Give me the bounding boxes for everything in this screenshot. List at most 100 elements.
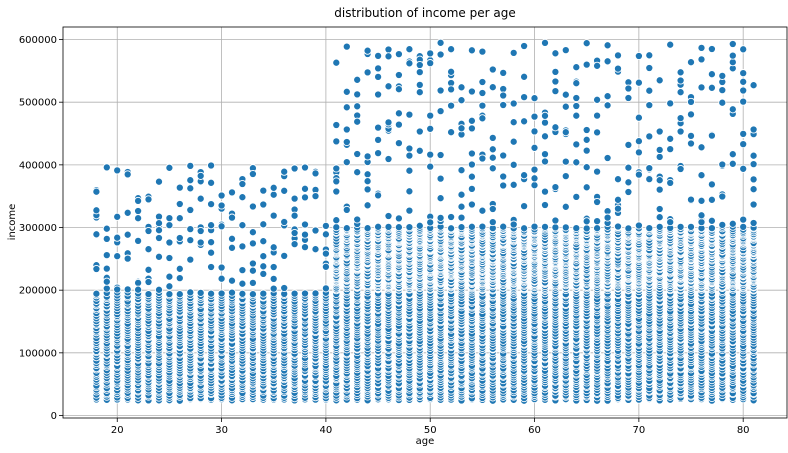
- data-point: [384, 154, 393, 164]
- data-point: [238, 289, 247, 298]
- data-point: [186, 205, 195, 215]
- data-point: [311, 226, 320, 235]
- data-point: [707, 224, 716, 233]
- data-point: [154, 233, 164, 243]
- data-point: [478, 101, 487, 110]
- data-point: [113, 285, 122, 294]
- data-point: [488, 145, 497, 154]
- data-point: [509, 118, 518, 127]
- data-point: [186, 176, 195, 185]
- data-point: [144, 277, 153, 287]
- data-point: [467, 172, 476, 181]
- data-point: [248, 259, 257, 268]
- data-point: [280, 217, 289, 227]
- data-point: [509, 220, 518, 229]
- data-point: [269, 284, 278, 293]
- data-point: [290, 211, 299, 220]
- data-point: [374, 149, 383, 158]
- data-point: [520, 224, 529, 233]
- data-point: [530, 222, 539, 231]
- data-point: [499, 100, 508, 110]
- data-point: [144, 245, 153, 254]
- data-point: [290, 194, 299, 203]
- data-point: [499, 91, 508, 100]
- data-point: [165, 163, 174, 172]
- data-point: [207, 161, 216, 170]
- data-point: [530, 94, 539, 103]
- data-point: [217, 191, 226, 200]
- data-point: [645, 224, 654, 233]
- data-point: [509, 160, 518, 169]
- data-point: [196, 171, 205, 180]
- data-point: [363, 177, 372, 186]
- data-point: [572, 224, 581, 233]
- data-point: [426, 124, 435, 133]
- data-point: [436, 194, 445, 203]
- data-point: [394, 223, 403, 232]
- data-point: [227, 288, 237, 297]
- data-point: [530, 127, 539, 136]
- data-point: [478, 47, 487, 56]
- data-point: [186, 184, 195, 193]
- data-point: [363, 46, 372, 55]
- data-point: [426, 111, 435, 120]
- data-point: [478, 114, 487, 123]
- data-point: [405, 187, 414, 196]
- data-point: [394, 214, 403, 223]
- data-point: [561, 223, 570, 232]
- data-point: [259, 186, 268, 195]
- data-point: [207, 248, 216, 257]
- data-point: [509, 99, 518, 108]
- data-point: [175, 274, 184, 283]
- data-point: [175, 290, 184, 299]
- data-point: [342, 103, 351, 112]
- data-point: [269, 190, 278, 199]
- data-point: [238, 279, 247, 288]
- data-point: [363, 185, 372, 194]
- data-point: [405, 223, 414, 232]
- data-point: [144, 290, 153, 299]
- data-point: [374, 191, 383, 200]
- data-point: [353, 168, 362, 177]
- data-point: [374, 51, 383, 60]
- data-point: [467, 116, 476, 125]
- data-point: [509, 180, 518, 189]
- data-point: [248, 169, 257, 179]
- data-point: [134, 206, 143, 216]
- data-point: [134, 236, 143, 245]
- data-point: [154, 212, 164, 221]
- data-point: [520, 171, 529, 180]
- data-point: [436, 174, 445, 183]
- data-point: [311, 169, 320, 178]
- data-point: [165, 221, 174, 230]
- data-point: [457, 166, 466, 175]
- data-point: [353, 75, 362, 84]
- data-point: [207, 289, 216, 298]
- data-point: [207, 178, 216, 187]
- data-point: [311, 245, 320, 254]
- data-point: [92, 230, 101, 239]
- data-point: [374, 90, 383, 99]
- data-point: [593, 224, 602, 233]
- data-point: [217, 274, 226, 283]
- data-point: [165, 238, 174, 247]
- data-point: [259, 252, 268, 261]
- data-point: [196, 288, 205, 297]
- data-point: [457, 124, 466, 133]
- data-point: [394, 50, 403, 59]
- data-point: [134, 285, 143, 294]
- data-point: [342, 42, 351, 51]
- data-point: [332, 120, 341, 130]
- data-point: [196, 194, 205, 203]
- data-point: [686, 222, 696, 231]
- data-point: [196, 226, 205, 236]
- data-point: [447, 212, 456, 222]
- data-point: [165, 272, 174, 281]
- data-point: [540, 222, 550, 231]
- data-point: [426, 218, 435, 227]
- data-point: [488, 204, 497, 214]
- data-point: [248, 266, 257, 275]
- data-point: [300, 220, 310, 229]
- data-point: [655, 222, 664, 231]
